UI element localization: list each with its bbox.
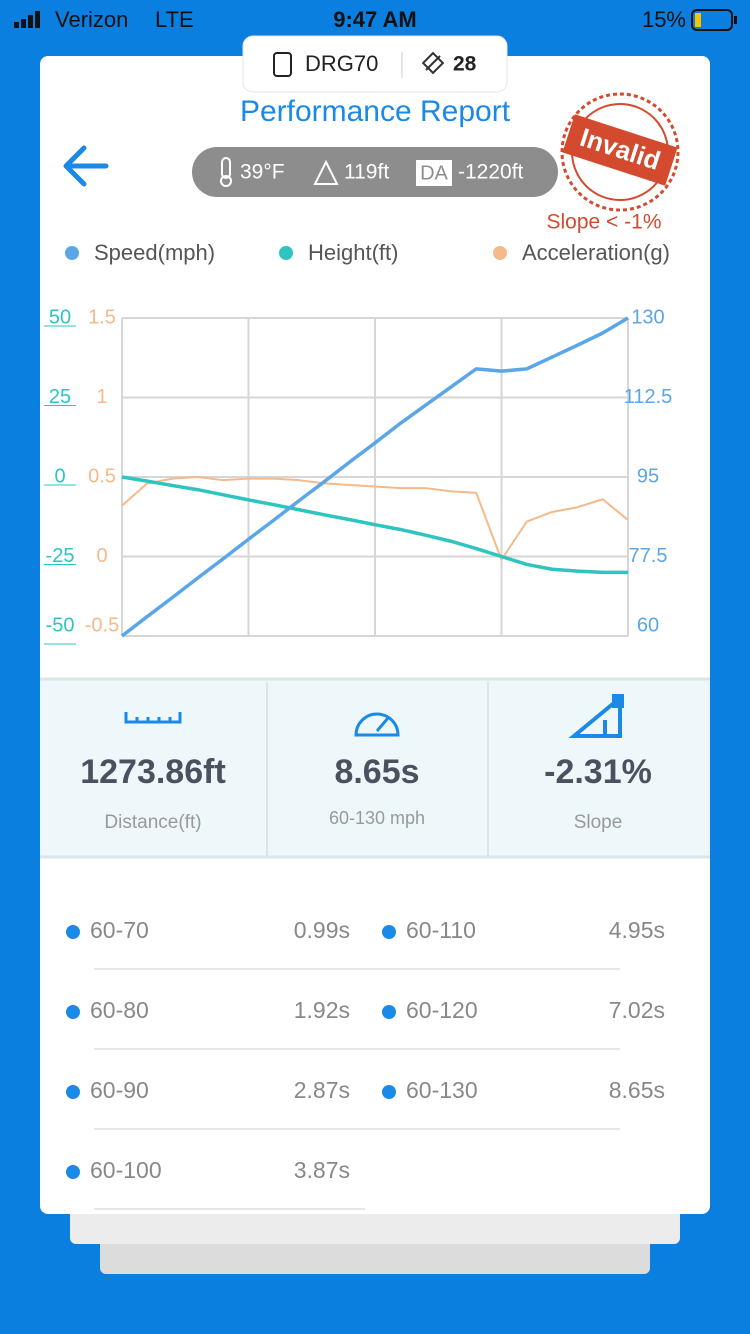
split-dot — [382, 1005, 396, 1019]
slope-icon — [568, 693, 624, 738]
tick-label: -0.5 — [85, 614, 119, 636]
title: Performance Report — [240, 95, 511, 128]
chart: 50 25 0 -25 -50 1.5 1 0.5 0 -0.5 130 112.5 95 77.5 60 S… — [44, 240, 673, 645]
battery-level: 15% — [642, 7, 686, 32]
legend-label: Speed(mph) — [94, 240, 215, 265]
split-time: 3.87s — [294, 1157, 350, 1183]
tick-label: 95 — [637, 465, 659, 487]
invalid-stamp: Invalid — [560, 92, 680, 212]
series-line — [121, 476, 629, 561]
legend-marker — [493, 246, 507, 260]
stat-label: 60-130 mph — [329, 808, 425, 828]
split-time: 0.99s — [294, 917, 350, 943]
stat-label: Distance(ft) — [104, 812, 201, 833]
split-range: 60-90 — [90, 1077, 149, 1103]
stats-panel — [40, 678, 710, 858]
back-button[interactable] — [63, 145, 109, 187]
tick-label: 60 — [637, 614, 659, 636]
split-dot — [66, 1085, 80, 1099]
split-range: 60-80 — [90, 997, 149, 1023]
da-label: DA — [420, 162, 448, 184]
stat-label: Slope — [574, 812, 623, 833]
tick-label: 1.5 — [88, 306, 116, 328]
split-dot — [382, 1085, 396, 1099]
temperature: 39°F — [240, 161, 285, 184]
split-dot — [382, 925, 396, 939]
tick-label: -25 — [46, 545, 75, 567]
conditions-pill — [192, 147, 558, 197]
clock: 9:47 AM — [333, 7, 417, 32]
series-line — [121, 475, 628, 575]
split-range: 60-70 — [90, 917, 149, 943]
tick-label: 112.5 — [624, 386, 673, 408]
battery-icon — [691, 9, 737, 31]
split-time: 1.92s — [294, 997, 350, 1023]
split-dot — [66, 1165, 80, 1179]
legend-marker — [65, 246, 79, 260]
thermometer-icon — [220, 157, 232, 187]
split-range: 60-100 — [90, 1157, 162, 1183]
tick-label: 77.5 — [629, 545, 668, 567]
ruler-icon — [124, 712, 182, 724]
split-time: 7.02s — [609, 997, 665, 1023]
tick-label: 25 — [49, 386, 71, 408]
satellite-count: 28 — [453, 53, 477, 76]
gauge-icon — [354, 712, 400, 737]
tick-label: 130 — [631, 306, 664, 328]
density-altitude: -1220ft — [458, 161, 524, 184]
split-time: 2.87s — [294, 1077, 350, 1103]
stat-value: 1273.86ft — [80, 753, 226, 791]
tick-label: 1 — [96, 386, 107, 408]
split-dot — [66, 1005, 80, 1019]
split-time: 4.95s — [609, 917, 665, 943]
device-pill[interactable] — [242, 35, 508, 93]
tick-label: -50 — [46, 614, 75, 636]
tick-label: 0.5 — [88, 465, 116, 487]
legend-label: Height(ft) — [308, 240, 398, 265]
tick-label: 50 — [49, 306, 71, 328]
device-name: DRG70 — [305, 51, 378, 76]
device-icon — [273, 52, 292, 77]
mountain-icon — [313, 159, 339, 185]
carrier: Verizon — [55, 7, 128, 32]
tick-label: 0 — [96, 545, 107, 567]
stat-value: 8.65s — [334, 753, 419, 791]
altitude: 119ft — [344, 161, 389, 184]
split-range: 60-130 — [406, 1077, 478, 1103]
split-range: 60-110 — [406, 917, 476, 943]
satellite-icon — [421, 51, 445, 75]
stat-value: -2.31% — [544, 753, 652, 791]
legend-marker — [279, 246, 293, 260]
split-time: 8.65s — [609, 1077, 665, 1103]
split-range: 60-120 — [406, 997, 478, 1023]
series-line — [120, 316, 629, 638]
split-dot — [66, 925, 80, 939]
signal — [14, 11, 40, 28]
tick-label: 0 — [54, 465, 65, 487]
stamp-note: Slope < -1% — [547, 211, 662, 234]
legend-label: Acceleration(g) — [522, 240, 670, 265]
network: LTE — [155, 7, 194, 32]
da-badge — [416, 160, 452, 186]
